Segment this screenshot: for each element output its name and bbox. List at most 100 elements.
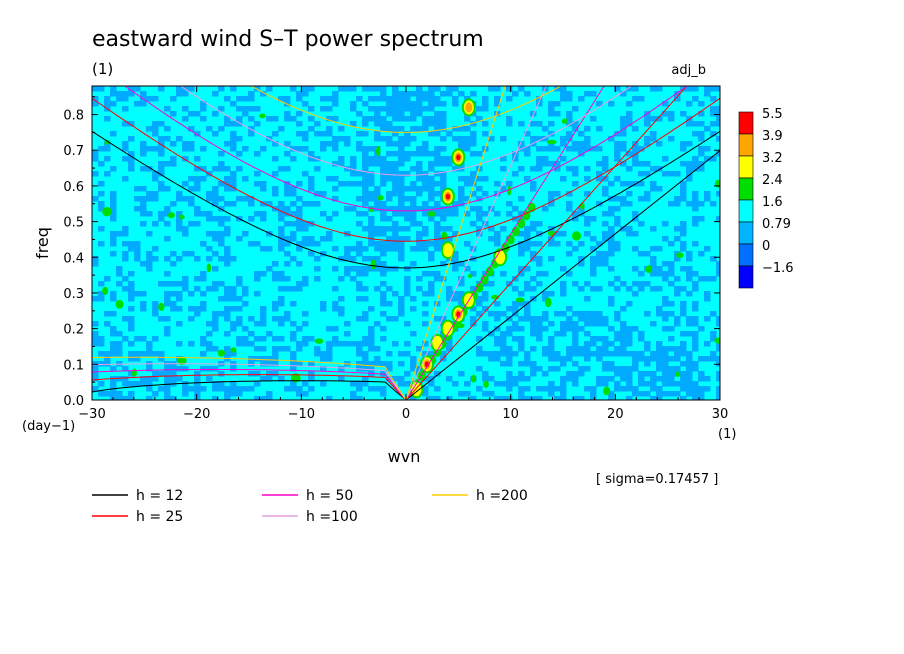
heatmap-cell	[662, 276, 669, 282]
heatmap-cell	[188, 111, 195, 117]
heatmap-cell	[416, 146, 423, 152]
heatmap-cell	[188, 186, 195, 192]
heatmap-cell	[230, 296, 237, 302]
heatmap-cell	[356, 271, 363, 277]
heatmap-cell	[626, 326, 633, 332]
heatmap-cell	[206, 191, 213, 197]
heatmap-cell	[452, 256, 459, 262]
heatmap-cell	[440, 206, 447, 212]
heatmap-cell	[110, 331, 117, 337]
heatmap-cell	[380, 166, 387, 172]
heatmap-cell	[716, 106, 720, 112]
heatmap-cell	[590, 146, 597, 152]
heatmap-cell	[416, 101, 423, 107]
heatmap-cell	[656, 166, 663, 172]
heatmap-cell	[596, 351, 603, 357]
heatmap-cell	[284, 166, 291, 172]
heatmap-cell	[164, 256, 171, 262]
heatmap-cell	[704, 386, 711, 392]
heatmap-cell	[392, 226, 399, 232]
heatmap-cell	[230, 381, 237, 387]
heatmap-cell	[164, 161, 171, 167]
heatmap-cell	[674, 391, 681, 397]
heatmap-cell	[236, 386, 243, 392]
heatmap-cell	[638, 221, 645, 227]
heatmap-cell	[650, 396, 657, 400]
heatmap-cell	[278, 276, 285, 282]
heatmap-cell	[602, 256, 609, 262]
heatmap-cell	[542, 346, 549, 352]
heatmap-cell	[446, 286, 453, 292]
heatmap-cell	[386, 351, 393, 357]
heatmap-cell	[614, 351, 621, 357]
heatmap-cell	[272, 171, 279, 177]
heatmap-cell	[374, 346, 381, 352]
heatmap-cell	[140, 306, 147, 312]
heatmap-cell	[290, 381, 297, 387]
heatmap-cell	[482, 371, 489, 377]
heatmap-cell	[140, 291, 147, 297]
heatmap-ridge	[511, 226, 520, 237]
heatmap-cell	[170, 111, 177, 117]
heatmap-cell	[608, 236, 615, 242]
heatmap-cell	[596, 376, 603, 382]
heatmap-cell	[182, 156, 189, 162]
heatmap-cell	[284, 236, 291, 242]
heatmap-cell	[392, 151, 399, 157]
heatmap-cell	[596, 251, 603, 257]
heatmap-cell	[302, 221, 309, 227]
heatmap-cell	[164, 296, 171, 302]
heatmap-cell	[440, 226, 447, 232]
heatmap-cell	[206, 246, 213, 252]
heatmap-cell	[296, 281, 303, 287]
heatmap-cell	[122, 241, 129, 247]
heatmap-cell	[536, 101, 543, 107]
heatmap-cell	[626, 331, 633, 337]
heatmap-cell	[710, 331, 717, 337]
heatmap-cell	[404, 281, 411, 287]
heatmap-cell	[590, 236, 597, 242]
heatmap-cell	[686, 276, 693, 282]
heatmap-cell	[200, 301, 207, 307]
heatmap-cell	[308, 241, 315, 247]
heatmap-cell	[116, 391, 123, 397]
heatmap-cell	[242, 326, 249, 332]
heatmap-cell	[374, 156, 381, 162]
heatmap-cell	[608, 251, 615, 257]
heatmap-cell	[368, 86, 375, 92]
heatmap-cell	[290, 386, 297, 392]
heatmap-cell	[452, 206, 459, 212]
heatmap-cell	[218, 281, 225, 287]
heatmap-cell	[110, 201, 117, 207]
heatmap-cell	[452, 261, 459, 267]
heatmap-cell	[398, 106, 405, 112]
heatmap-cell	[140, 301, 147, 307]
heatmap-cell	[524, 226, 531, 232]
heatmap-cell	[566, 91, 573, 97]
heatmap-cell	[290, 366, 297, 372]
heatmap-cell	[692, 306, 699, 312]
heatmap-cell	[530, 221, 537, 227]
heatmap-cell	[362, 181, 369, 187]
heatmap-cell	[686, 86, 693, 92]
mrg-curve	[92, 380, 407, 400]
heatmap-cell	[680, 346, 687, 352]
heatmap-cell	[380, 271, 387, 277]
heatmap-cell	[590, 271, 597, 277]
heatmap-cell	[380, 226, 387, 232]
heatmap-cell	[560, 231, 567, 237]
heatmap-cell	[302, 241, 309, 247]
heatmap-cell	[170, 291, 177, 297]
heatmap-cell	[212, 251, 219, 257]
heatmap-cell	[350, 156, 357, 162]
heatmap-cell	[248, 361, 255, 367]
heatmap-cell	[398, 96, 405, 102]
spectral-peak-max	[456, 154, 461, 161]
heatmap-cell	[386, 126, 393, 132]
heatmap-cell	[536, 231, 543, 237]
heatmap-cell	[146, 351, 153, 357]
heatmap-cell	[410, 111, 417, 117]
heatmap-cell	[662, 316, 669, 322]
heatmap-cell	[506, 116, 513, 122]
heatmap-cell	[374, 111, 381, 117]
